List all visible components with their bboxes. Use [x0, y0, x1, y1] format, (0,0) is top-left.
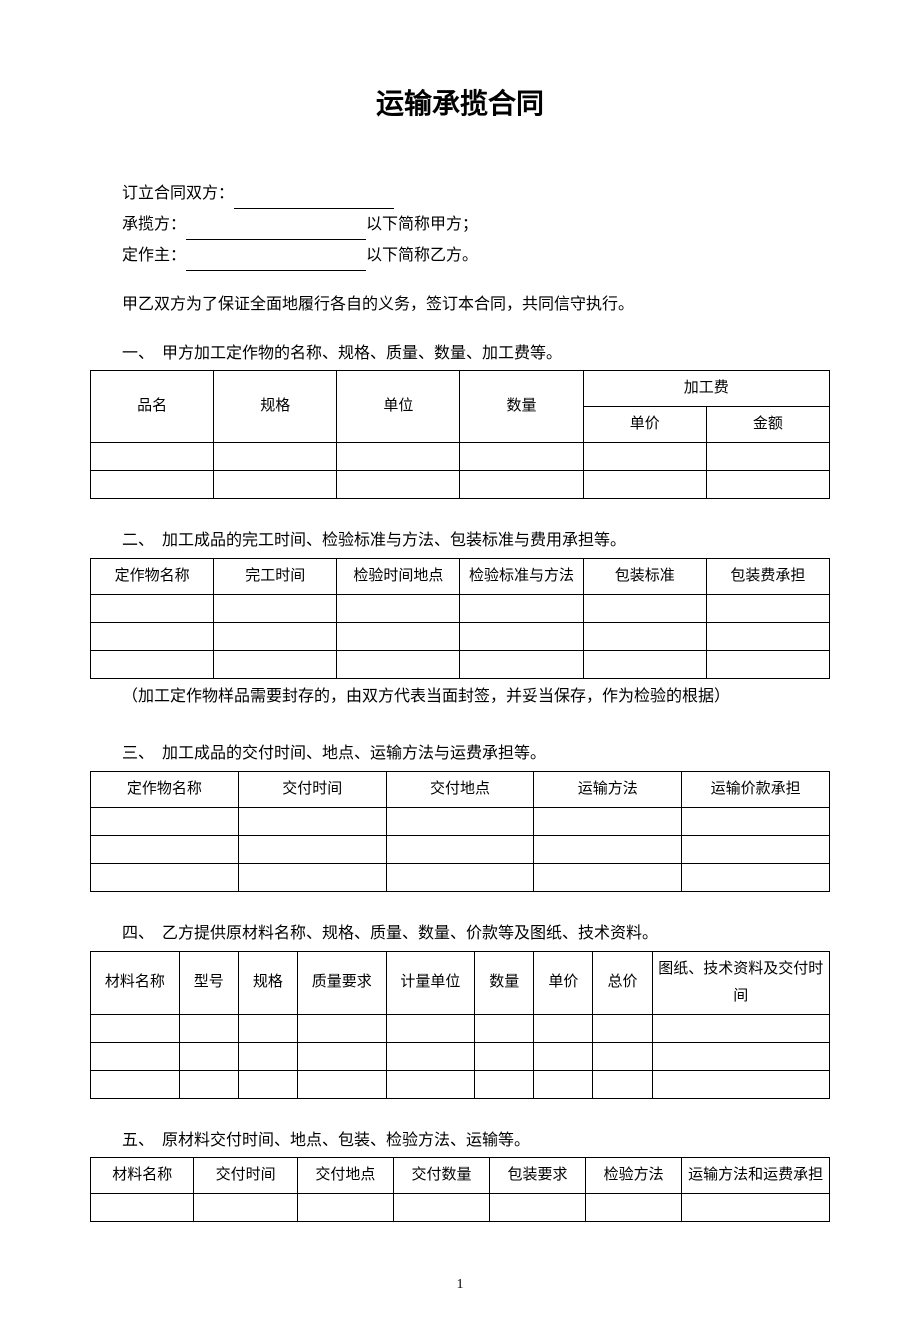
table-5: 材料名称 交付时间 交付地点 交付数量 包装要求 检验方法 运输方法和运费承担 — [90, 1157, 830, 1222]
th: 交付时间 — [194, 1158, 297, 1194]
th: 完工时间 — [214, 559, 337, 595]
section3-title: 三、 加工成品的交付时间、地点、运输方法与运费承担等。 — [90, 740, 830, 769]
table-4: 材料名称 型号 规格 质量要求 计量单位 数量 单价 总价 图纸、技术资料及交付… — [90, 951, 830, 1099]
th-spec: 规格 — [214, 371, 337, 443]
table-row — [91, 443, 830, 471]
th: 图纸、技术资料及交付时间 — [652, 951, 829, 1014]
th: 质量要求 — [297, 951, 386, 1014]
parties-label: 订立合同双方： — [122, 185, 234, 202]
th: 检验方法 — [586, 1158, 682, 1194]
section2-title: 二、 加工成品的完工时间、检验标准与方法、包装标准与费用承担等。 — [90, 527, 830, 556]
table-row — [91, 835, 830, 863]
table-row: 定作物名称 交付时间 交付地点 运输方法 运输价款承担 — [91, 771, 830, 807]
table-3: 定作物名称 交付时间 交付地点 运输方法 运输价款承担 — [90, 771, 830, 892]
table-row: 材料名称 型号 规格 质量要求 计量单位 数量 单价 总价 图纸、技术资料及交付… — [91, 951, 830, 1014]
th: 检验时间地点 — [337, 559, 460, 595]
party-b-suffix: 以下简称乙方。 — [366, 247, 478, 264]
table-row — [91, 1014, 830, 1042]
th: 材料名称 — [91, 1158, 194, 1194]
table-row — [91, 807, 830, 835]
document-title: 运输承揽合同 — [90, 80, 830, 130]
table-row — [91, 623, 830, 651]
th-fee-group: 加工费 — [583, 371, 829, 407]
intro-body: 甲乙双方为了保证全面地履行各自的义务，签订本合同，共同信守执行。 — [90, 291, 830, 320]
party-a-line: 承揽方： 以下简称甲方； — [90, 211, 830, 240]
th-name: 品名 — [91, 371, 214, 443]
section2-note: （加工定作物样品需要封存的，由双方代表当面封签，并妥当保存，作为检验的根据） — [90, 683, 830, 712]
table-row — [91, 1070, 830, 1098]
th: 运输方法和运费承担 — [682, 1158, 830, 1194]
th: 定作物名称 — [91, 559, 214, 595]
table-row — [91, 1042, 830, 1070]
table-row — [91, 651, 830, 679]
table-row: 材料名称 交付时间 交付地点 交付数量 包装要求 检验方法 运输方法和运费承担 — [91, 1158, 830, 1194]
th: 型号 — [179, 951, 238, 1014]
table-row: 品名 规格 单位 数量 加工费 — [91, 371, 830, 407]
section5-title: 五、 原材料交付时间、地点、包装、检验方法、运输等。 — [90, 1127, 830, 1156]
page-number: 1 — [90, 1272, 830, 1297]
parties-blank — [234, 190, 394, 209]
party-a-label: 承揽方： — [122, 216, 186, 233]
th: 交付时间 — [238, 771, 386, 807]
th-amount: 金额 — [706, 407, 829, 443]
th-price: 单价 — [583, 407, 706, 443]
parties-line: 订立合同双方： — [90, 180, 830, 209]
th: 包装要求 — [490, 1158, 586, 1194]
party-b-line: 定作主： 以下简称乙方。 — [90, 242, 830, 271]
th: 包装标准 — [583, 559, 706, 595]
th: 定作物名称 — [91, 771, 239, 807]
th: 包装费承担 — [706, 559, 829, 595]
th-qty: 数量 — [460, 371, 583, 443]
table-row — [91, 595, 830, 623]
table-row — [91, 863, 830, 891]
th: 交付地点 — [386, 771, 534, 807]
party-a-suffix: 以下简称甲方； — [366, 216, 478, 233]
th: 交付数量 — [393, 1158, 489, 1194]
table-row — [91, 471, 830, 499]
th: 单价 — [534, 951, 593, 1014]
th: 计量单位 — [386, 951, 475, 1014]
party-b-label: 定作主： — [122, 247, 186, 264]
section4-title: 四、 乙方提供原材料名称、规格、质量、数量、价款等及图纸、技术资料。 — [90, 920, 830, 949]
th: 交付地点 — [297, 1158, 393, 1194]
th: 检验标准与方法 — [460, 559, 583, 595]
party-b-blank — [186, 252, 366, 271]
table-1: 品名 规格 单位 数量 加工费 单价 金额 — [90, 370, 830, 499]
th: 运输价款承担 — [682, 771, 830, 807]
table-row — [91, 1194, 830, 1222]
th-unit: 单位 — [337, 371, 460, 443]
th: 数量 — [475, 951, 534, 1014]
th: 规格 — [238, 951, 297, 1014]
section1-title: 一、 甲方加工定作物的名称、规格、质量、数量、加工费等。 — [90, 340, 830, 369]
table-row: 定作物名称 完工时间 检验时间地点 检验标准与方法 包装标准 包装费承担 — [91, 559, 830, 595]
th: 总价 — [593, 951, 652, 1014]
th: 材料名称 — [91, 951, 180, 1014]
party-a-blank — [186, 221, 366, 240]
th: 运输方法 — [534, 771, 682, 807]
table-2: 定作物名称 完工时间 检验时间地点 检验标准与方法 包装标准 包装费承担 — [90, 558, 830, 679]
